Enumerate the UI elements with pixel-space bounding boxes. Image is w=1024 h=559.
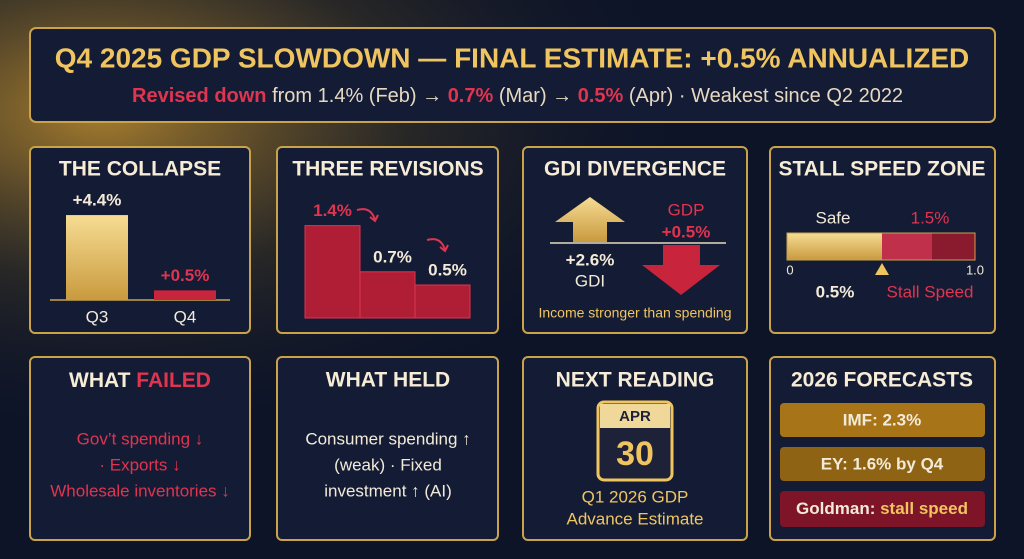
next-line: Advance Estimate [566,509,703,528]
panel-title: STALL SPEED ZONE [779,158,986,181]
zone-label: Stall Speed [887,282,974,301]
header-box [29,27,996,123]
forecast-item: Goldman: stall speed [796,499,968,518]
gdi-label: GDI [575,271,605,290]
safe-label: Safe [816,208,851,227]
revisions-chart: 1.4% 0.7% 0.5% [304,201,471,319]
subtitle-part: 0.7% [448,85,494,107]
step [359,271,416,319]
failed-line: · Exports ↓ [99,455,180,474]
next-line: Q1 2026 GDP [582,487,689,506]
step [304,225,361,319]
panel-title: WHAT HELD [326,369,450,392]
subtitle-part: (Mar) → [493,85,577,107]
bar [154,290,216,300]
held-line: investment ↑ (AI) [324,481,452,500]
threshold-label: 1.5% [911,208,950,227]
failed-line: Wholesale inventories ↓ [50,481,230,500]
calendar-month: APR [619,408,651,425]
title-part: WHAT [69,369,136,392]
bar-label: +4.4% [73,191,122,210]
step-label: 0.7% [373,247,412,266]
gdi-value: +2.6% [566,250,615,269]
forecast-item: IMF: 2.3% [843,410,921,429]
subtitle-part: from 1.4% (Feb) → [267,85,448,107]
safe-zone [787,233,882,260]
forecast-box [780,447,985,481]
risk-zone [882,233,932,260]
gauge-marker [875,263,889,275]
gauge-frame [786,232,976,261]
panel-title: THE COLLAPSE [59,158,221,181]
panel-title: WHAT FAILED [69,369,211,392]
scale-max: 1.0 [966,262,984,277]
bar [66,215,128,300]
marker-label: 0.5% [816,282,855,301]
failed-line: Gov’t spending ↓ [77,429,204,448]
panel-title: 2026 FORECASTS [791,369,973,392]
x-label: Q4 [174,307,197,326]
stall-zone [932,233,975,260]
panel-title: THREE REVISIONS [292,158,483,181]
forecast-item: EY: 1.6% by Q4 [821,454,944,473]
step [414,284,471,319]
calendar-band [600,404,670,428]
down-arrow [642,245,720,295]
subtitle-part: 0.5% [578,85,624,107]
x-label: Q3 [86,307,109,326]
held-line: (weak) · Fixed [334,455,442,474]
header-subtitle: Revised down from 1.4% (Feb) → 0.7% (Mar… [104,85,919,107]
forecast-box [780,403,985,437]
panel-title: GDI DIVERGENCE [544,158,726,181]
panel [276,356,499,541]
up-arrow [555,197,625,242]
gdp-label: GDP [668,200,705,219]
calendar-day: 30 [616,435,654,473]
step-label: 1.4% [313,201,352,220]
bar-label: +0.5% [161,266,210,285]
revision-arrows [356,208,449,253]
header-title: Q4 2025 GDP SLOWDOWN — FINAL ESTIMATE: +… [55,42,970,73]
held-line: Consumer spending ↑ [305,429,470,448]
forecast-box [780,491,985,527]
goldman-part: Goldman: [796,499,880,518]
subtitle-part: (Apr) · Weakest since Q2 2022 [623,85,903,107]
step-label: 0.5% [428,260,467,279]
scale-min: 0 [786,262,793,277]
collapse-chart: +4.4% Q3 +0.5% Q4 [66,191,216,326]
panel [29,356,251,541]
subtitle-part: Revised down [132,85,266,107]
goldman-part: stall speed [880,499,968,518]
title-part: FAILED [136,369,211,392]
gdi-note: Income stronger than spending [538,305,731,321]
panel-title: NEXT READING [556,369,715,392]
gdp-value: +0.5% [662,222,711,241]
